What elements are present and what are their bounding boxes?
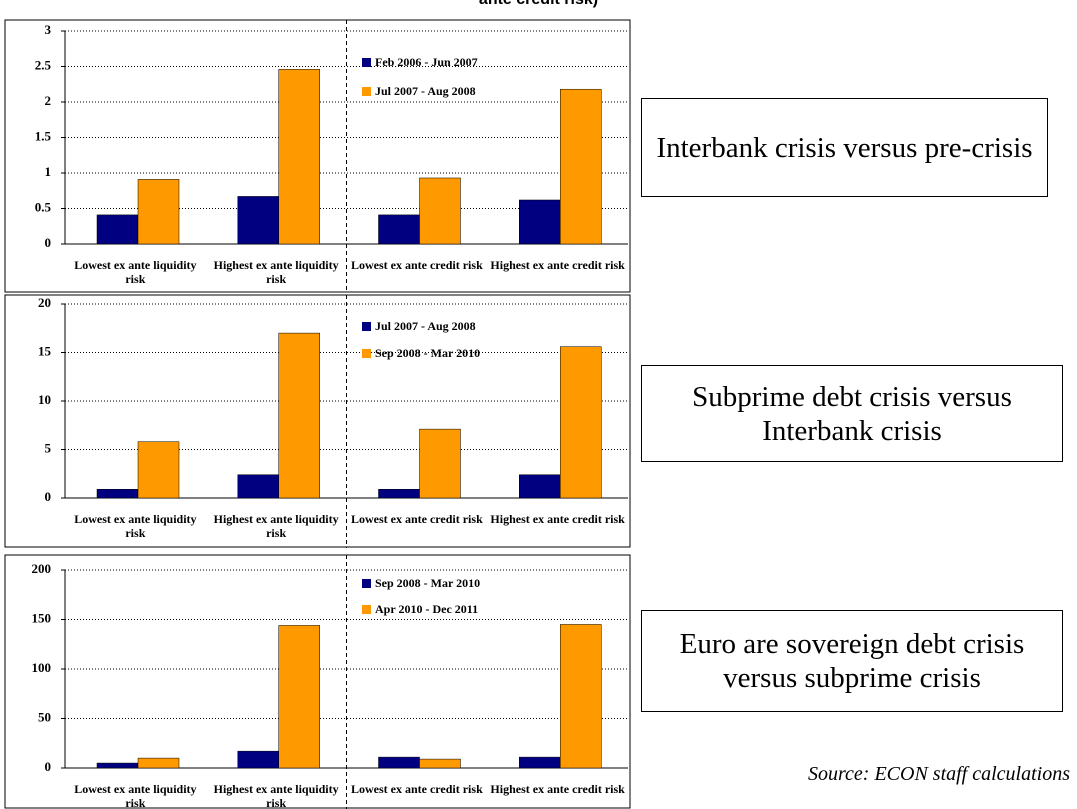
- bar: [237, 196, 279, 245]
- y-tick-label: 10: [38, 392, 51, 407]
- x-tick-label: Highest ex ante liquidity risk: [213, 258, 339, 286]
- legend-swatch: [362, 579, 371, 588]
- y-tick-label: 0.5: [35, 199, 52, 214]
- chart-frame: [4, 19, 631, 293]
- bar: [137, 757, 180, 769]
- bar: [96, 762, 139, 769]
- bar: [519, 199, 561, 245]
- bar: [96, 489, 139, 499]
- x-tick-label: Highest ex ante liquidity risk: [213, 512, 339, 540]
- legend-swatch: [362, 605, 371, 614]
- slide-title: ante credit risk): [0, 0, 1077, 9]
- x-tick-label: Lowest ex ante credit risk: [350, 782, 483, 796]
- x-tick-label: Highest ex ante liquidity risk: [213, 782, 339, 809]
- y-tick-label: 15: [38, 343, 52, 358]
- y-tick-label: 5: [45, 440, 52, 455]
- bar: [237, 750, 279, 769]
- x-tick-label: Lowest ex ante credit risk: [350, 258, 483, 272]
- source-note: Source: ECON staff calculations: [807, 763, 1070, 785]
- legend-swatch: [362, 349, 371, 358]
- bar: [278, 625, 320, 769]
- bar: [137, 441, 180, 499]
- x-tick-label: Highest ex ante credit risk: [490, 258, 625, 272]
- annotation-box: Subprime debt crisis versus Interbank cr…: [641, 365, 1063, 462]
- bar: [96, 214, 139, 245]
- y-tick-label: 50: [38, 709, 51, 724]
- bar: [560, 88, 602, 245]
- y-tick-label: 150: [32, 610, 52, 625]
- y-tick-label: 0: [45, 759, 52, 774]
- legend-label: Jul 2007 - Aug 2008: [375, 319, 476, 333]
- bar: [519, 474, 561, 499]
- y-tick-label: 1.5: [35, 128, 52, 143]
- y-tick-label: 20: [38, 295, 51, 310]
- chart-frame: [4, 554, 631, 809]
- chart-frame: [4, 294, 631, 548]
- legend-label: Apr 2010 - Dec 2011: [375, 602, 478, 616]
- bar: [278, 69, 320, 245]
- legend-swatch: [362, 58, 371, 67]
- x-tick-label: Lowest ex ante liquidity risk: [74, 512, 197, 540]
- x-tick-label: Highest ex ante credit risk: [490, 512, 625, 526]
- legend-swatch: [362, 322, 371, 331]
- x-tick-label: Lowest ex ante liquidity risk: [74, 258, 197, 286]
- y-tick-label: 200: [32, 561, 52, 576]
- legend-label: Sep 2008 - Mar 2010: [375, 576, 480, 590]
- y-tick-label: 1: [45, 164, 52, 179]
- y-tick-label: 3: [45, 22, 52, 37]
- x-tick-label: Lowest ex ante liquidity risk: [74, 782, 197, 809]
- bar: [237, 474, 279, 499]
- y-tick-label: 0: [45, 489, 52, 504]
- x-tick-label: Highest ex ante credit risk: [490, 782, 625, 796]
- x-tick-label: Lowest ex ante credit risk: [350, 512, 483, 526]
- bar: [278, 332, 320, 499]
- bar: [137, 179, 180, 245]
- bar: [378, 489, 420, 499]
- bar: [378, 214, 420, 245]
- annotation-box: Euro are sovereign debt crisis versus su…: [641, 610, 1063, 712]
- legend-label: Feb 2006 - Jun 2007: [375, 55, 478, 69]
- bar: [378, 756, 420, 769]
- y-tick-label: 2: [45, 93, 52, 108]
- bar: [419, 428, 461, 499]
- legend-swatch: [362, 87, 371, 96]
- bar: [419, 758, 461, 769]
- bar: [560, 346, 602, 499]
- bar: [560, 624, 602, 769]
- bar: [519, 756, 561, 769]
- y-tick-label: 0: [45, 235, 52, 250]
- legend-label: Jul 2007 - Aug 2008: [375, 84, 476, 98]
- annotation-box: Interbank crisis versus pre-crisis: [641, 98, 1048, 197]
- legend-label: Sep 2008 - Mar 2010: [375, 346, 480, 360]
- bar: [419, 177, 461, 245]
- y-tick-label: 100: [32, 660, 52, 675]
- y-tick-label: 2.5: [35, 57, 52, 72]
